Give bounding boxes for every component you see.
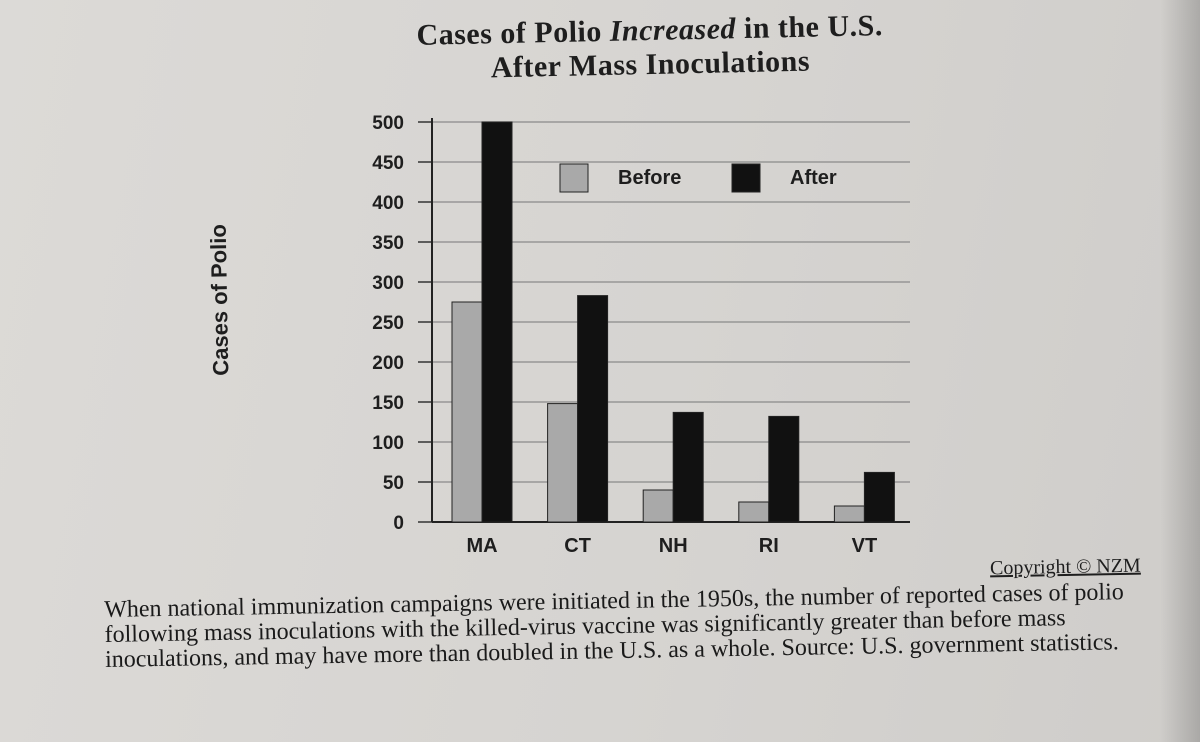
legend-swatch-before — [559, 163, 589, 193]
x-tick-label: RI — [759, 535, 779, 557]
y-tick-label: 300 — [372, 273, 404, 294]
after-bar-ct — [577, 295, 609, 523]
y-tick-label: 500 — [372, 113, 404, 134]
y-tick-label: 400 — [372, 193, 404, 214]
y-tick-label: 0 — [393, 513, 404, 534]
x-tick-label: NH — [659, 535, 688, 557]
after-bar-ma — [481, 121, 513, 523]
before-bar-ma — [451, 301, 483, 523]
y-tick-label: 150 — [372, 393, 404, 414]
before-bar-ct — [547, 403, 579, 523]
y-tick-label: 50 — [383, 473, 404, 494]
x-tick-label: VT — [852, 535, 878, 557]
before-bar-ri — [738, 501, 770, 523]
copyright-notice: Copyright © NZM — [989, 554, 1141, 580]
legend-label-after: After — [790, 167, 837, 189]
after-bar-ri — [768, 415, 800, 523]
before-bar-vt — [833, 505, 865, 523]
y-tick-label: 450 — [372, 153, 404, 174]
page-shadow — [1160, 0, 1200, 742]
x-tick-label: MA — [466, 535, 497, 557]
before-bar-nh — [642, 489, 674, 523]
y-tick-label: 350 — [372, 233, 404, 254]
y-tick-label: 250 — [372, 313, 404, 334]
y-tick-label: 100 — [372, 433, 404, 454]
legend-label-before: Before — [618, 167, 681, 189]
legend-swatch-after — [731, 163, 761, 193]
after-bar-vt — [863, 471, 895, 523]
y-tick-label: 200 — [372, 353, 404, 374]
after-bar-nh — [672, 411, 704, 523]
x-tick-label: CT — [564, 535, 591, 557]
